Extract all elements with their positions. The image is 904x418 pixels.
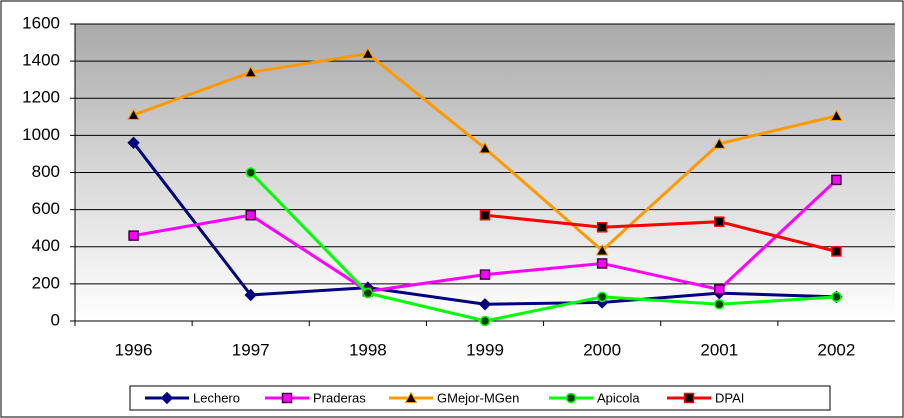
data-point bbox=[712, 137, 726, 149]
y-tick-label: 0 bbox=[51, 310, 60, 329]
legend-label: Lechero bbox=[193, 390, 240, 405]
data-point bbox=[831, 291, 842, 303]
data-point bbox=[596, 258, 608, 269]
data-point bbox=[245, 209, 256, 221]
data-point bbox=[478, 141, 492, 154]
data-point bbox=[245, 167, 256, 178]
data-point bbox=[596, 291, 608, 303]
data-point bbox=[714, 216, 725, 227]
data-point bbox=[128, 230, 139, 241]
legend-marker bbox=[281, 392, 293, 404]
data-point bbox=[596, 222, 608, 233]
data-point bbox=[831, 246, 842, 257]
data-point bbox=[595, 243, 609, 256]
legend-label: Apicola bbox=[597, 390, 640, 405]
legend-marker bbox=[404, 391, 418, 403]
legend-marker bbox=[565, 392, 577, 404]
data-point bbox=[244, 288, 257, 302]
legend-label: Praderas bbox=[313, 390, 366, 405]
data-point bbox=[830, 109, 843, 121]
legend-box bbox=[129, 385, 831, 411]
legend-label: DPAI bbox=[715, 390, 744, 405]
y-tick-label: 1200 bbox=[22, 88, 60, 107]
data-point bbox=[479, 269, 491, 280]
y-tick-label: 200 bbox=[32, 273, 60, 292]
y-tick-label: 800 bbox=[32, 162, 60, 181]
data-point bbox=[244, 65, 258, 78]
legend-marker bbox=[683, 392, 695, 404]
legend-label: GMejor-MGen bbox=[437, 390, 519, 405]
data-point bbox=[479, 209, 491, 221]
y-tick-label: 600 bbox=[32, 199, 60, 218]
x-tick-label: 2002 bbox=[818, 340, 856, 359]
data-point bbox=[127, 136, 140, 150]
x-tick-label: 2001 bbox=[700, 340, 738, 359]
y-tick-label: 400 bbox=[32, 236, 60, 255]
legend: Lechero Praderas GMejor-MGen Apicola DPAI bbox=[129, 385, 831, 411]
y-tick-label: 1600 bbox=[22, 13, 60, 32]
data-point bbox=[714, 299, 725, 310]
data-point bbox=[479, 315, 491, 327]
data-point bbox=[362, 287, 374, 299]
data-point bbox=[714, 284, 725, 295]
legend-marker bbox=[160, 391, 174, 405]
data-point bbox=[478, 298, 492, 311]
x-tick-label: 1996 bbox=[115, 340, 153, 359]
y-tick-label: 1000 bbox=[22, 125, 60, 144]
x-tick-label: 1998 bbox=[349, 340, 387, 359]
series-line bbox=[484, 213, 837, 253]
data-point bbox=[127, 108, 140, 120]
data-point bbox=[361, 47, 375, 59]
x-tick-label: 1997 bbox=[232, 340, 270, 359]
data-point bbox=[831, 174, 842, 186]
series-line bbox=[249, 171, 837, 323]
x-tick-label: 1999 bbox=[466, 340, 504, 359]
y-tick-label: 1400 bbox=[22, 51, 60, 70]
x-tick-label: 2000 bbox=[583, 340, 621, 359]
